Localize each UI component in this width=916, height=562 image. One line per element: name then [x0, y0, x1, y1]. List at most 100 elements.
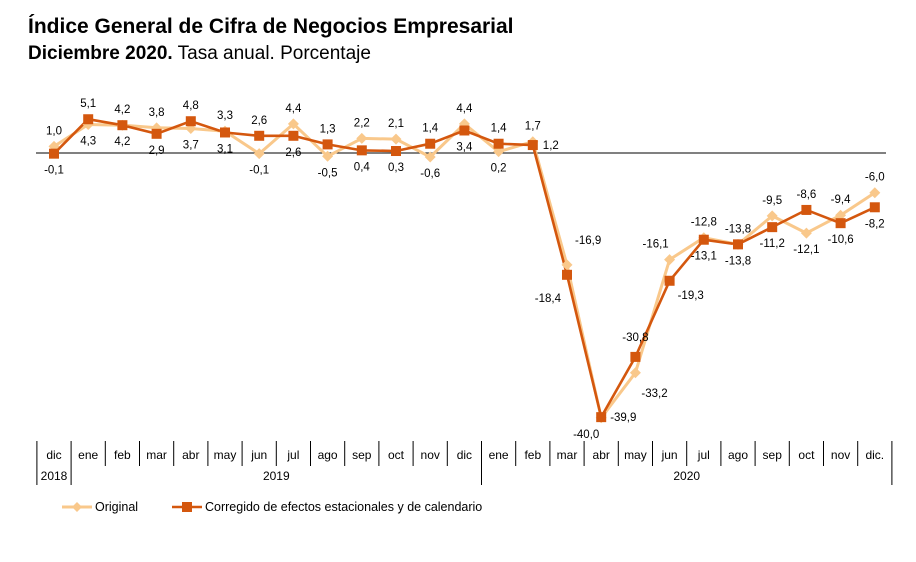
data-label-original: -13,8: [725, 223, 751, 235]
data-label-original: 2,2: [354, 117, 370, 129]
x-tick-label: sep: [763, 448, 783, 462]
data-label-original: 4,3: [80, 136, 96, 148]
data-label-original: 4,2: [114, 104, 130, 116]
series-original-point: [664, 254, 676, 266]
series-corregido-point: [493, 138, 504, 149]
series-corregido-point: [596, 412, 607, 423]
data-label-corregido: 0,3: [388, 162, 404, 174]
x-year-label: 2018: [41, 469, 68, 483]
series-corregido-point: [288, 130, 299, 141]
x-tick-label: sep: [352, 448, 372, 462]
data-label-original: -0,6: [420, 168, 440, 180]
data-label-corregido: -13,1: [691, 251, 717, 263]
data-label-original: 3,7: [183, 140, 199, 152]
legend-corregido-marker: [182, 502, 192, 512]
x-tick-label: mar: [557, 448, 578, 462]
data-label-corregido: 3,1: [217, 143, 233, 155]
data-label-corregido: 2,6: [285, 147, 301, 159]
x-tick-label: abr: [182, 448, 199, 462]
x-year-label: 2019: [263, 469, 290, 483]
series-corregido-point: [322, 139, 333, 150]
series-original-point: [424, 151, 436, 163]
x-tick-label: abr: [593, 448, 610, 462]
series-corregido-point: [459, 125, 470, 136]
series-corregido-point: [664, 275, 675, 286]
series-corregido-point: [425, 138, 436, 149]
data-label-original: 2,1: [388, 118, 404, 130]
series-corregido-point: [83, 114, 94, 125]
data-label-corregido: 1,4: [491, 123, 508, 135]
data-label-corregido: 2,6: [251, 115, 267, 127]
x-tick-label: dic: [46, 448, 61, 462]
data-label-original: -16,9: [575, 235, 601, 247]
data-label-corregido: -10,6: [827, 234, 853, 246]
data-label-original: -16,1: [642, 239, 668, 251]
series-corregido-point: [698, 234, 709, 245]
series-original-point: [835, 209, 847, 221]
chart-title: Índice General de Cifra de Negocios Empr…: [28, 15, 514, 38]
data-label-corregido: 4,2: [114, 136, 130, 148]
series-corregido-point: [527, 140, 538, 151]
data-label-original: -0,5: [318, 167, 338, 179]
chart-subtitle: Diciembre 2020. Tasa anual. Porcentaje: [28, 42, 371, 66]
x-tick-label: mar: [146, 448, 167, 462]
x-tick-label: jun: [661, 448, 678, 462]
series-corregido-point: [254, 130, 265, 141]
series-original-point: [629, 367, 641, 379]
subtitle-period: Diciembre 2020.: [28, 43, 173, 64]
data-label-original: -40,0: [573, 429, 599, 441]
data-label-corregido: 4,8: [183, 100, 199, 112]
data-label-corregido: 0,4: [354, 161, 371, 173]
series-original-point: [253, 148, 265, 160]
legend-original-label: Original: [95, 500, 138, 514]
x-tick-label: jul: [286, 448, 299, 462]
series-corregido-point: [835, 218, 846, 229]
x-tick-label: nov: [831, 448, 850, 462]
data-label-original: -9,4: [831, 194, 851, 206]
data-label-corregido: 1,2: [543, 140, 559, 152]
data-label-original: 1,0: [46, 125, 62, 137]
data-label-corregido: 3,4: [456, 141, 473, 153]
series-corregido-point: [220, 127, 230, 138]
x-tick-label: jun: [250, 448, 267, 462]
data-label-original: -12,8: [691, 217, 717, 229]
x-tick-label: ago: [318, 448, 338, 462]
series-corregido-point: [356, 145, 367, 156]
series-original-point: [561, 259, 573, 271]
series-original-point: [869, 187, 881, 199]
x-year-label: 2020: [673, 469, 700, 483]
series-corregido-point: [630, 351, 641, 362]
x-tick-label: dic: [457, 448, 472, 462]
data-label-original: 1,7: [525, 121, 541, 133]
data-label-original: 4,4: [285, 103, 302, 115]
data-label-corregido: -39,9: [610, 412, 636, 424]
data-label-original: 3,8: [149, 107, 165, 119]
series-corregido-point: [733, 239, 743, 250]
data-label-original: -9,5: [762, 195, 782, 207]
series-original-point: [493, 146, 505, 158]
series-original-point: [800, 227, 812, 239]
x-tick-label: ene: [78, 448, 98, 462]
data-label-corregido: 1,4: [422, 123, 439, 135]
series-original-point: [390, 133, 402, 145]
series-corregido-point: [801, 204, 812, 215]
data-label-corregido: -30,8: [622, 332, 648, 344]
x-tick-label: may: [214, 448, 237, 462]
x-tick-label: oct: [388, 448, 405, 462]
data-label-corregido: 1,3: [320, 123, 336, 135]
x-tick-label: ene: [489, 448, 509, 462]
data-label-original: -33,2: [641, 388, 667, 400]
series-corregido-point: [49, 148, 59, 159]
series-corregido-point: [391, 146, 401, 157]
data-label-original: -12,1: [793, 244, 819, 256]
x-tick-label: feb: [114, 448, 131, 462]
x-tick-label: jul: [697, 448, 710, 462]
data-label-corregido: -18,4: [535, 293, 562, 305]
data-label-corregido: -0,1: [44, 165, 64, 177]
series-corregido-point: [117, 120, 128, 131]
series-original-line: [53, 122, 876, 420]
data-label-corregido: -8,6: [796, 189, 816, 201]
subtitle-measure: Tasa anual. Porcentaje: [177, 43, 371, 64]
legend-original-marker: [72, 502, 82, 512]
